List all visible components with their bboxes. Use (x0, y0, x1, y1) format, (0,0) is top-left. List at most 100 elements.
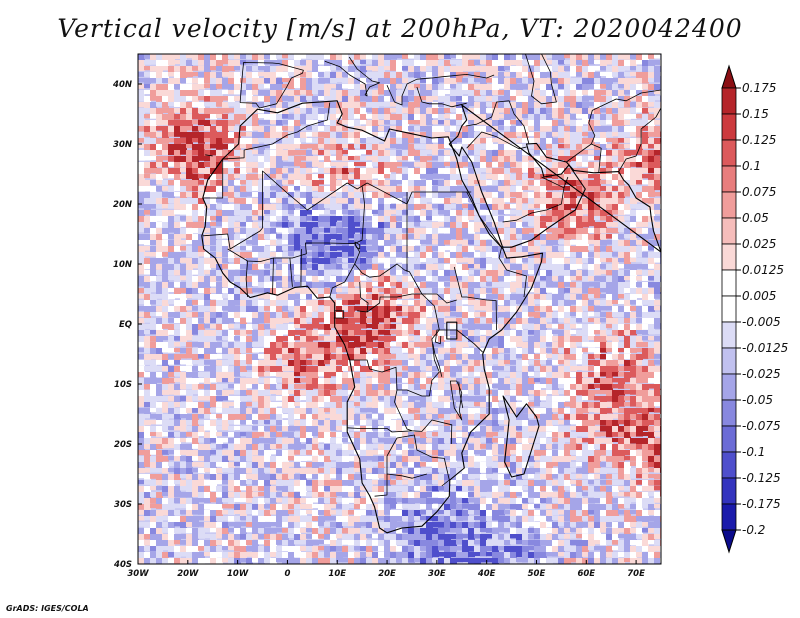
colorbar-segment (721, 321, 737, 349)
colorbar-segment (721, 165, 737, 193)
colorbar-segment (721, 347, 737, 375)
colorbar-label: -0.05 (742, 393, 773, 407)
caspian-coast (525, 54, 557, 105)
colorbar-label: -0.125 (742, 471, 781, 485)
border-1 (262, 170, 408, 228)
colorbar-label: 0.15 (742, 107, 769, 121)
border-5 (406, 191, 472, 272)
border-2 (202, 227, 263, 250)
border-24 (465, 100, 530, 145)
map-title: Vertical velocity [m/s] at 200hPa, VT: 2… (57, 14, 743, 43)
border-27 (563, 176, 569, 188)
arabia-south-asia-coast (448, 104, 661, 253)
lake-chad (354, 241, 361, 250)
border-7 (366, 293, 453, 445)
lon-label: 50E (528, 569, 546, 579)
colorbar-segment (721, 269, 737, 297)
border-18 (272, 257, 274, 295)
lat-label: 40S (113, 560, 132, 570)
velocity-field (138, 54, 661, 564)
lat-label: 40N (112, 80, 132, 90)
border-8 (346, 353, 398, 391)
longitude-labels: 30W 20W 10W 0 10E 20E 30E 40E 50E 60E 70E (127, 560, 645, 579)
border-25 (466, 131, 527, 150)
lat-label: 20N (113, 200, 132, 210)
colorbar-top-arrow (721, 64, 737, 89)
colorbar-segment (721, 503, 737, 531)
border-17 (245, 260, 248, 298)
border-29 (588, 89, 661, 145)
greece-turkey-coast (386, 74, 495, 106)
map-frame (137, 53, 662, 565)
lon-label: 30E (428, 569, 446, 579)
colorbar-segment (721, 139, 737, 167)
lake-victoria (446, 321, 458, 340)
italy-coast (324, 56, 380, 97)
lat-label: 10S (114, 380, 132, 390)
lat-label: 10N (113, 260, 132, 270)
colorbar-segment (721, 451, 737, 479)
colorbar-label: -0.2 (742, 523, 765, 537)
lat-label: 30N (113, 140, 132, 150)
border-12 (386, 473, 428, 479)
border-10 (374, 456, 388, 497)
colorbar-label: 0.075 (742, 185, 776, 199)
madagascar-coast (502, 395, 540, 478)
colorbar-label: 0.05 (742, 211, 769, 225)
colorbar-label: -0.025 (742, 367, 781, 381)
colorbar-label: -0.005 (742, 315, 781, 329)
iberia-coast (239, 62, 304, 109)
turkey-south-coast (416, 86, 467, 108)
latitude-labels: 40N 30N 20N 10N EQ 10S 20S 30S 40S (112, 80, 142, 570)
africa-coast (201, 100, 544, 534)
colorbar-segment (721, 295, 737, 323)
colorbar-label: 0.0125 (742, 263, 784, 277)
colorbar-label: 0.1 (742, 159, 761, 173)
border-30 (618, 107, 661, 172)
border-15 (435, 329, 442, 345)
lon-label: 20W (177, 569, 199, 579)
colorbar-segment (721, 243, 737, 271)
lon-label: 20E (378, 569, 396, 579)
grads-credit: GrADS: IGES/COLA (6, 604, 89, 613)
border-28 (566, 143, 602, 173)
canary-islands (205, 154, 213, 157)
colorbar-label: -0.175 (742, 497, 781, 511)
lon-label: 10W (227, 569, 249, 579)
colorbar-label: 0.025 (742, 237, 776, 251)
colorbar-segment (721, 191, 737, 219)
colorbar: 0.175 0.15 0.125 0.1 0.075 0.05 0.025 0.0125 0.0… (721, 64, 788, 554)
colorbar-label: -0.075 (742, 419, 781, 433)
lat-label: 20S (114, 440, 132, 450)
lake-malawi (458, 381, 464, 409)
border-22 (333, 310, 345, 319)
colorbar-segment (721, 373, 737, 401)
lon-label: 10E (328, 569, 346, 579)
border-3 (227, 185, 365, 262)
border-11 (386, 434, 450, 487)
lon-label: 40E (477, 569, 496, 579)
lon-label: 60E (577, 569, 595, 579)
lon-label: 70E (627, 569, 645, 579)
border-6 (453, 266, 497, 331)
border-19 (289, 257, 293, 287)
border-13 (449, 380, 463, 421)
border-23 (357, 281, 369, 313)
colorbar-segment (721, 217, 737, 245)
lat-label: 30S (114, 500, 132, 510)
lake-tanganyika (432, 343, 443, 377)
border-21 (329, 263, 356, 298)
coastlines-borders (201, 54, 661, 534)
border-14 (439, 329, 483, 353)
lon-label: 30W (127, 569, 149, 579)
border-9 (347, 427, 413, 433)
colorbar-label: 0.175 (742, 81, 776, 95)
colorbar-segment (721, 425, 737, 453)
border-16 (466, 191, 527, 298)
colorbar-label: 0.005 (742, 289, 776, 303)
colorbar-segment (721, 399, 737, 427)
colorbar-label: -0.0125 (742, 341, 788, 355)
border-0 (202, 102, 331, 199)
